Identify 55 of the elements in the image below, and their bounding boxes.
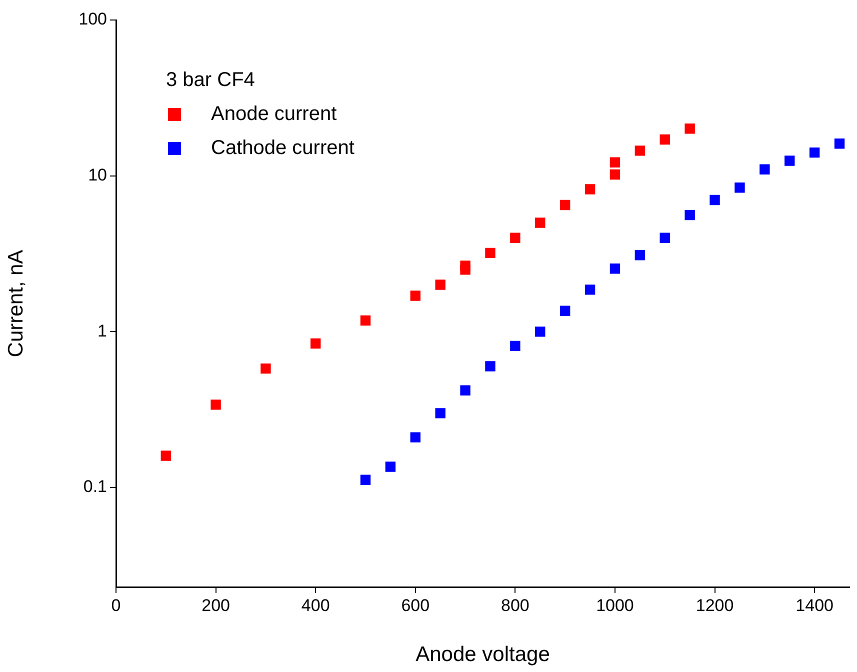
x-tick-label: 400 xyxy=(301,596,330,615)
point xyxy=(510,340,520,352)
legend-title: 3 bar CF4 xyxy=(166,68,256,93)
point xyxy=(560,306,570,316)
point xyxy=(584,284,596,295)
point xyxy=(360,315,371,326)
point xyxy=(485,361,496,372)
point xyxy=(560,200,570,210)
point xyxy=(385,462,396,472)
point xyxy=(660,134,670,145)
y-tick-label: 0.1 xyxy=(83,477,107,496)
legend-label: Cathode current xyxy=(211,136,354,161)
point xyxy=(260,363,271,374)
point xyxy=(460,260,470,271)
point xyxy=(310,338,321,349)
x-tick-label: 1000 xyxy=(596,596,634,615)
y-tick-label: 10 xyxy=(88,166,107,185)
point xyxy=(410,290,420,301)
point xyxy=(684,123,695,134)
x-tick-label: 1400 xyxy=(796,596,834,615)
point xyxy=(634,250,646,260)
point xyxy=(660,232,670,243)
point xyxy=(684,210,695,220)
point xyxy=(460,385,470,396)
point xyxy=(734,182,745,193)
point xyxy=(784,156,795,166)
legend-label: Anode current xyxy=(211,102,337,127)
x-tick-label: 0 xyxy=(111,596,121,615)
x-axis-title: Anode voltage xyxy=(416,643,550,666)
point xyxy=(834,138,845,149)
x-tick-label: 600 xyxy=(401,596,430,615)
point xyxy=(210,400,221,410)
point xyxy=(510,232,520,243)
point xyxy=(535,326,546,337)
point xyxy=(760,164,770,174)
y-tick-label: 100 xyxy=(78,10,107,29)
point xyxy=(435,280,446,290)
point xyxy=(360,474,371,485)
point xyxy=(160,450,171,461)
point xyxy=(809,147,820,158)
point xyxy=(535,218,546,228)
x-tick-label: 800 xyxy=(500,596,530,615)
y-axis-title: Current, nA xyxy=(4,250,28,358)
point xyxy=(435,408,446,418)
point xyxy=(610,264,620,274)
point xyxy=(710,194,720,206)
point xyxy=(584,184,596,194)
point xyxy=(610,157,620,168)
point xyxy=(610,169,620,180)
x-tick-label: 200 xyxy=(202,596,230,615)
point xyxy=(634,146,646,156)
y-tick-label: 1 xyxy=(98,321,107,340)
point xyxy=(485,248,496,258)
point xyxy=(410,432,420,442)
x-tick-label: 1200 xyxy=(696,596,734,615)
